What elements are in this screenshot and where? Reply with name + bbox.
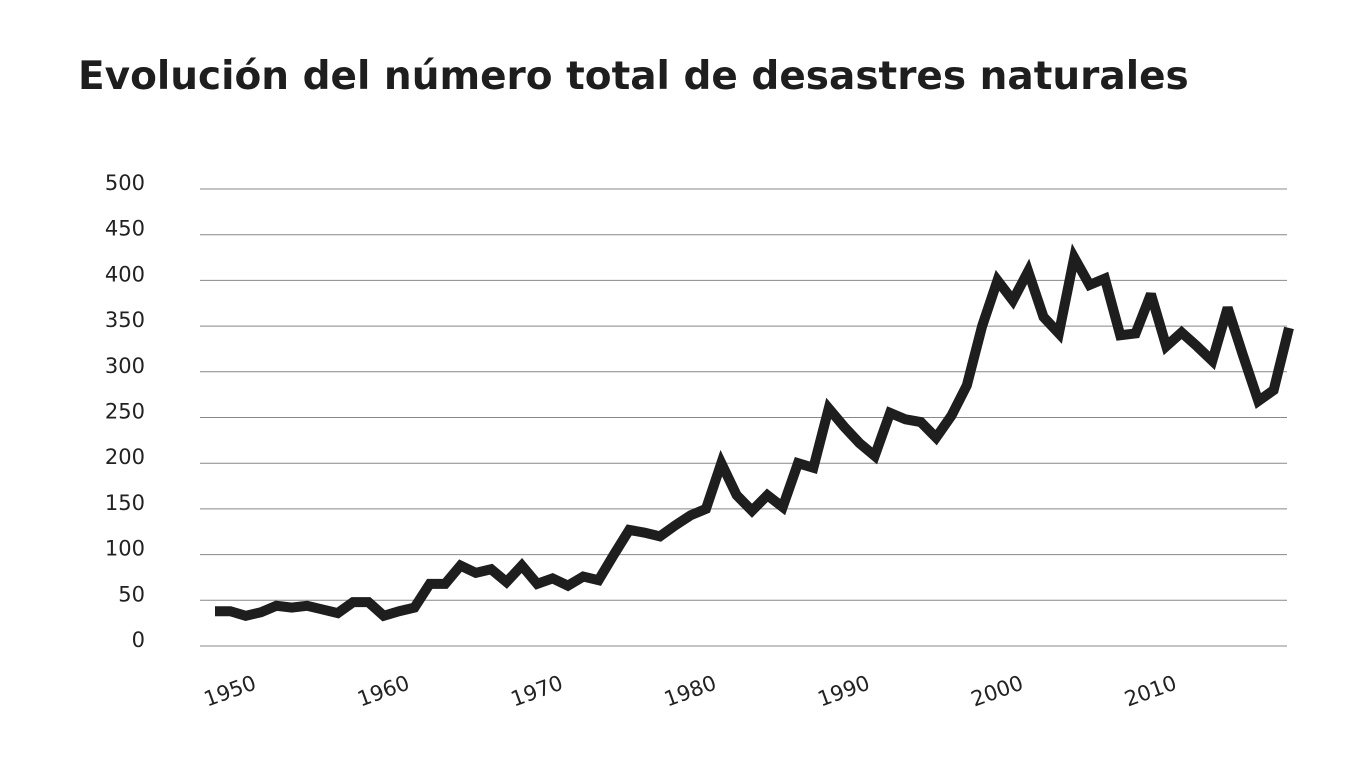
x-tick-label: 1970 (508, 671, 566, 712)
y-tick-label: 200 (105, 445, 145, 469)
y-tick-label: 350 (105, 308, 145, 332)
data-line (215, 243, 1294, 622)
y-tick-label: 100 (105, 537, 145, 561)
y-tick-label: 0 (132, 628, 145, 652)
y-tick-label: 450 (105, 217, 145, 241)
x-tick-label: 1980 (661, 671, 719, 712)
x-tick-label: 2010 (1121, 671, 1179, 712)
y-tick-label: 50 (118, 582, 145, 606)
x-tick-label: 1950 (201, 671, 259, 712)
y-tick-label: 150 (105, 491, 145, 515)
x-tick-label: 2000 (968, 671, 1026, 712)
x-tick-label: 1990 (814, 671, 872, 712)
y-tick-label: 300 (105, 354, 145, 378)
x-tick-label: 1960 (354, 671, 412, 712)
y-tick-label: 250 (105, 400, 145, 424)
chart-title: Evolución del número total de desastres … (78, 54, 1189, 99)
y-tick-label: 400 (105, 262, 145, 286)
y-tick-label: 500 (105, 171, 145, 195)
